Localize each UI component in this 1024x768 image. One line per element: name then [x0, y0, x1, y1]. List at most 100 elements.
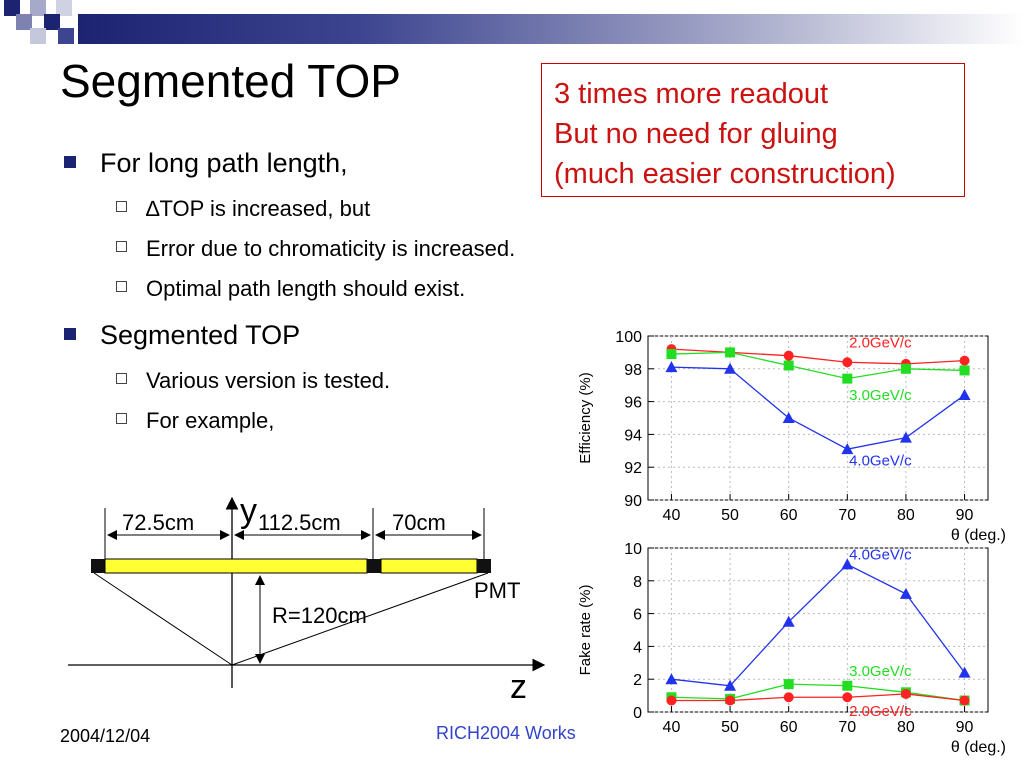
pmt-label: PMT [474, 578, 520, 603]
data-point [666, 695, 677, 706]
cone-line [231, 572, 489, 666]
series-line [671, 563, 966, 687]
data-point [900, 688, 911, 699]
data-point [783, 679, 794, 690]
y-tick-label: 96 [624, 395, 642, 412]
footer-conference: RICH2004 Workshop [436, 723, 576, 743]
data-point [724, 679, 737, 691]
deco-square [4, 0, 20, 16]
series-label: 4.0GeV/c [849, 453, 912, 470]
x-tick-label: 70 [838, 507, 856, 524]
data-point [724, 362, 737, 374]
pmt-block [91, 559, 105, 573]
callout-box: 3 times more readout But no need for glu… [541, 63, 965, 197]
data-point [841, 558, 854, 570]
data-point [959, 365, 970, 376]
x-tick-label: 90 [956, 507, 974, 524]
series-label: 3.0GeV/c [849, 663, 912, 680]
sub-bullet-text: Various version is tested. [146, 368, 391, 393]
header-decoration [0, 0, 1024, 48]
data-point [782, 615, 795, 627]
y-tick-label: 2 [633, 672, 642, 689]
bullet-text: For long path length, [100, 148, 348, 178]
data-point [783, 692, 794, 703]
segment-length-label: 72.5cm [122, 510, 194, 535]
series-label: 3.0GeV/c [849, 387, 912, 404]
efficiency-chart: 40 50 60 70 80 90 90 92 94 96 98 100 Efficiency (%) θ… [577, 329, 1006, 544]
x-tick-label: 50 [721, 719, 739, 736]
y-tick-label: 94 [624, 427, 642, 444]
data-point [842, 680, 853, 691]
quartz-bar-segment [380, 558, 478, 574]
footer-date: 2004/12/04 [60, 726, 151, 746]
page-title: Segmented TOP [60, 55, 401, 107]
series-line [671, 348, 965, 365]
hollow-square-icon [116, 281, 127, 292]
data-point [666, 349, 677, 360]
data-point [783, 350, 794, 361]
sub-bullet-text: ∆TOP is increased, but [146, 196, 371, 221]
x-tick-label: 80 [897, 507, 915, 524]
sub-bullet-item: For example, [116, 408, 275, 434]
y-tick-label: 90 [624, 493, 642, 510]
data-point [842, 373, 853, 384]
x-axis-label: θ (deg.) [951, 739, 1006, 756]
x-tick-label: 50 [721, 507, 739, 524]
sub-bullet-text: Error due to chromaticity is increased. [146, 236, 516, 261]
bullet-square-icon [64, 156, 76, 168]
sub-bullet-item: Various version is tested. [116, 368, 391, 394]
segment-length-label: 112.5cm [258, 510, 341, 535]
bullet-text: Segmented TOP [100, 320, 301, 350]
callout-line: But no need for gluing [554, 118, 838, 150]
hollow-square-icon [116, 413, 127, 424]
quartz-bar-segment [104, 558, 368, 574]
hollow-square-icon [116, 241, 127, 252]
series-label: 2.0GeV/c [849, 334, 912, 351]
sub-bullet-text: Optimal path length should exist. [146, 276, 466, 301]
x-tick-label: 60 [780, 507, 798, 524]
deco-square [30, 28, 46, 44]
y-axis-label: Efficiency (%) [577, 372, 594, 463]
series-label: 4.0GeV/c [849, 546, 912, 563]
y-tick-label: 100 [615, 329, 642, 346]
data-point [783, 360, 794, 371]
data-point [842, 692, 853, 703]
deco-square [44, 14, 60, 30]
sub-bullet-item: ∆TOP is increased, but [116, 196, 371, 222]
data-point [959, 355, 970, 366]
pmt-block [367, 559, 381, 573]
deco-square [58, 28, 74, 44]
series-line [671, 683, 965, 702]
sub-bullet-text: For example, [146, 408, 275, 433]
x-tick-label: 40 [663, 719, 681, 736]
data-point [899, 431, 912, 443]
x-tick-label: 90 [956, 719, 974, 736]
y-tick-label: 92 [624, 460, 642, 477]
data-point [725, 695, 736, 706]
y-tick-label: 6 [633, 607, 642, 624]
data-point [958, 389, 971, 401]
callout-line: (much easier construction) [554, 158, 896, 190]
hollow-square-icon [116, 373, 127, 384]
data-point [899, 587, 912, 599]
deco-square [30, 0, 46, 16]
y-tick-label: 10 [624, 541, 642, 558]
x-tick-label: 70 [838, 719, 856, 736]
segmented-top-diagram: y z 72.5cm 112.5cm 70cm PMT R=120cm [68, 492, 546, 706]
data-point [900, 363, 911, 374]
y-axis-label: Fake rate (%) [577, 585, 594, 676]
data-point [725, 347, 736, 358]
data-point [958, 666, 971, 678]
sub-bullet-item: Optimal path length should exist. [116, 276, 466, 302]
x-tick-label: 60 [780, 719, 798, 736]
z-axis-label: z [510, 668, 527, 706]
y-tick-label: 98 [624, 362, 642, 379]
x-tick-label: 80 [897, 719, 915, 736]
sub-bullet-item: Error due to chromaticity is increased. [116, 236, 516, 262]
radius-label: R=120cm [272, 603, 367, 628]
header-gradient-band [78, 14, 1024, 44]
data-point [665, 673, 678, 685]
y-tick-label: 8 [633, 574, 642, 591]
y-tick-label: 4 [633, 639, 642, 656]
plot-frame [647, 335, 989, 501]
